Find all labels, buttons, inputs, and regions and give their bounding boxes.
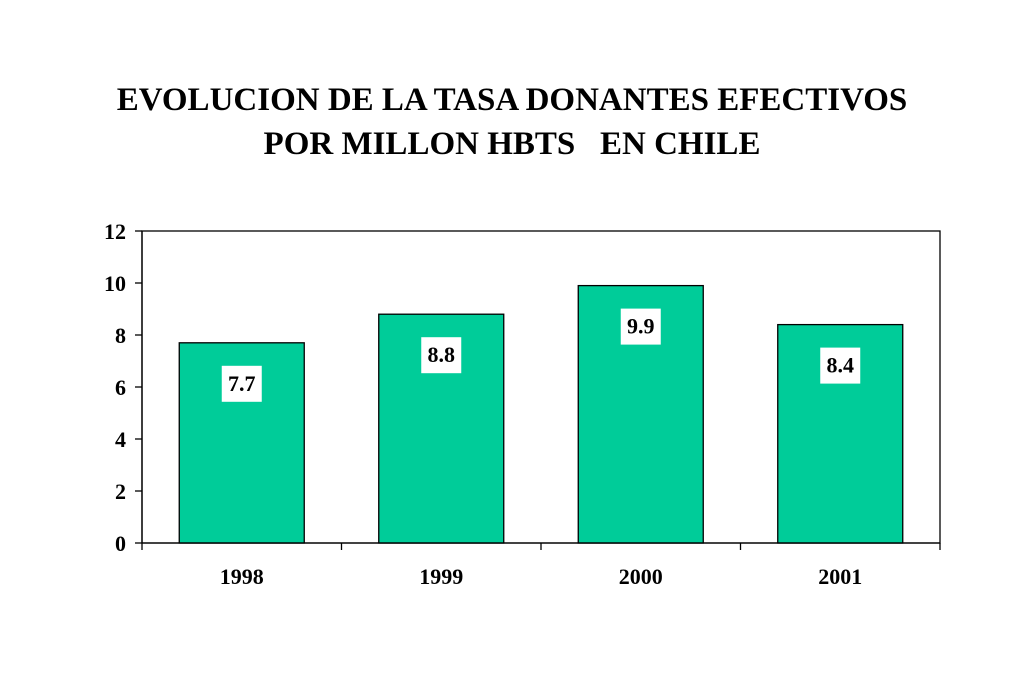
y-tick-label-0: 0 bbox=[115, 531, 126, 556]
data-label-box-1998 bbox=[221, 365, 262, 402]
data-label-2001: 8.4 bbox=[827, 353, 855, 378]
y-tick-label-12: 12 bbox=[104, 219, 126, 244]
chart-title-line-1: EVOLUCION DE LA TASA DONANTES EFECTIVOS bbox=[116, 82, 908, 118]
y-tick-label-8: 8 bbox=[115, 323, 126, 348]
data-label-1998: 7.7 bbox=[228, 371, 256, 396]
y-tick-label-2: 2 bbox=[115, 479, 126, 504]
data-label-2000: 9.9 bbox=[627, 314, 655, 339]
data-label-box-2001 bbox=[820, 347, 861, 384]
data-label-1999: 8.8 bbox=[428, 342, 456, 367]
x-tick-label-2000: 2000 bbox=[619, 564, 663, 589]
y-tick-label-4: 4 bbox=[115, 427, 126, 452]
chart-title-line-2: POR MILLON HBTS EN CHILE bbox=[263, 126, 761, 162]
y-tick-label-10: 10 bbox=[104, 271, 126, 296]
chart-title: EVOLUCION DE LA TASA DONANTES EFECTIVOS … bbox=[0, 78, 1024, 166]
x-tick-label-1998: 1998 bbox=[220, 564, 264, 589]
x-tick-label-2001: 2001 bbox=[818, 564, 862, 589]
y-tick-label-6: 6 bbox=[115, 375, 126, 400]
x-tick-label-1999: 1999 bbox=[419, 564, 463, 589]
data-label-box-1999 bbox=[421, 337, 462, 374]
data-label-box-2000 bbox=[620, 308, 661, 345]
